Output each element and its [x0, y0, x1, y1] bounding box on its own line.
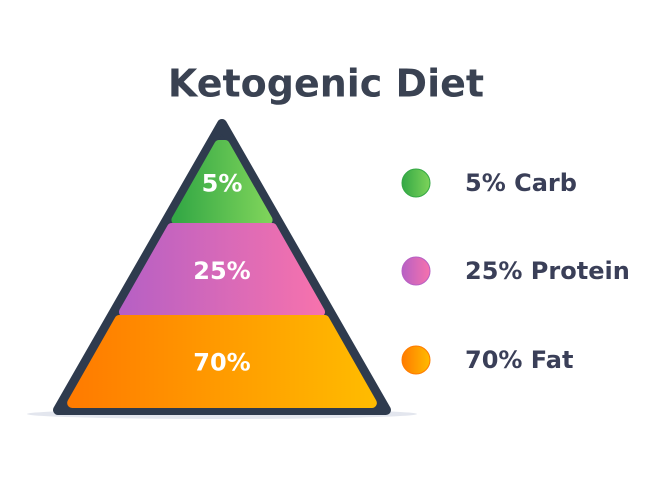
legend-marker [401, 168, 431, 198]
legend-label: 5% Carb [465, 169, 577, 197]
legend-label: 25% Protein [465, 257, 630, 285]
chart-title: Ketogenic Diet [168, 62, 484, 106]
tier-label: 70% [193, 349, 250, 377]
legend-marker [401, 345, 431, 375]
pyramid-tier [171, 140, 273, 225]
tier-label: 25% [193, 257, 250, 285]
pyramid-tier [118, 223, 326, 317]
pyramid-tier [67, 315, 377, 408]
legend-label: 70% Fat [465, 346, 573, 374]
tier-label: 5% [202, 170, 243, 198]
legend-marker [401, 256, 431, 286]
